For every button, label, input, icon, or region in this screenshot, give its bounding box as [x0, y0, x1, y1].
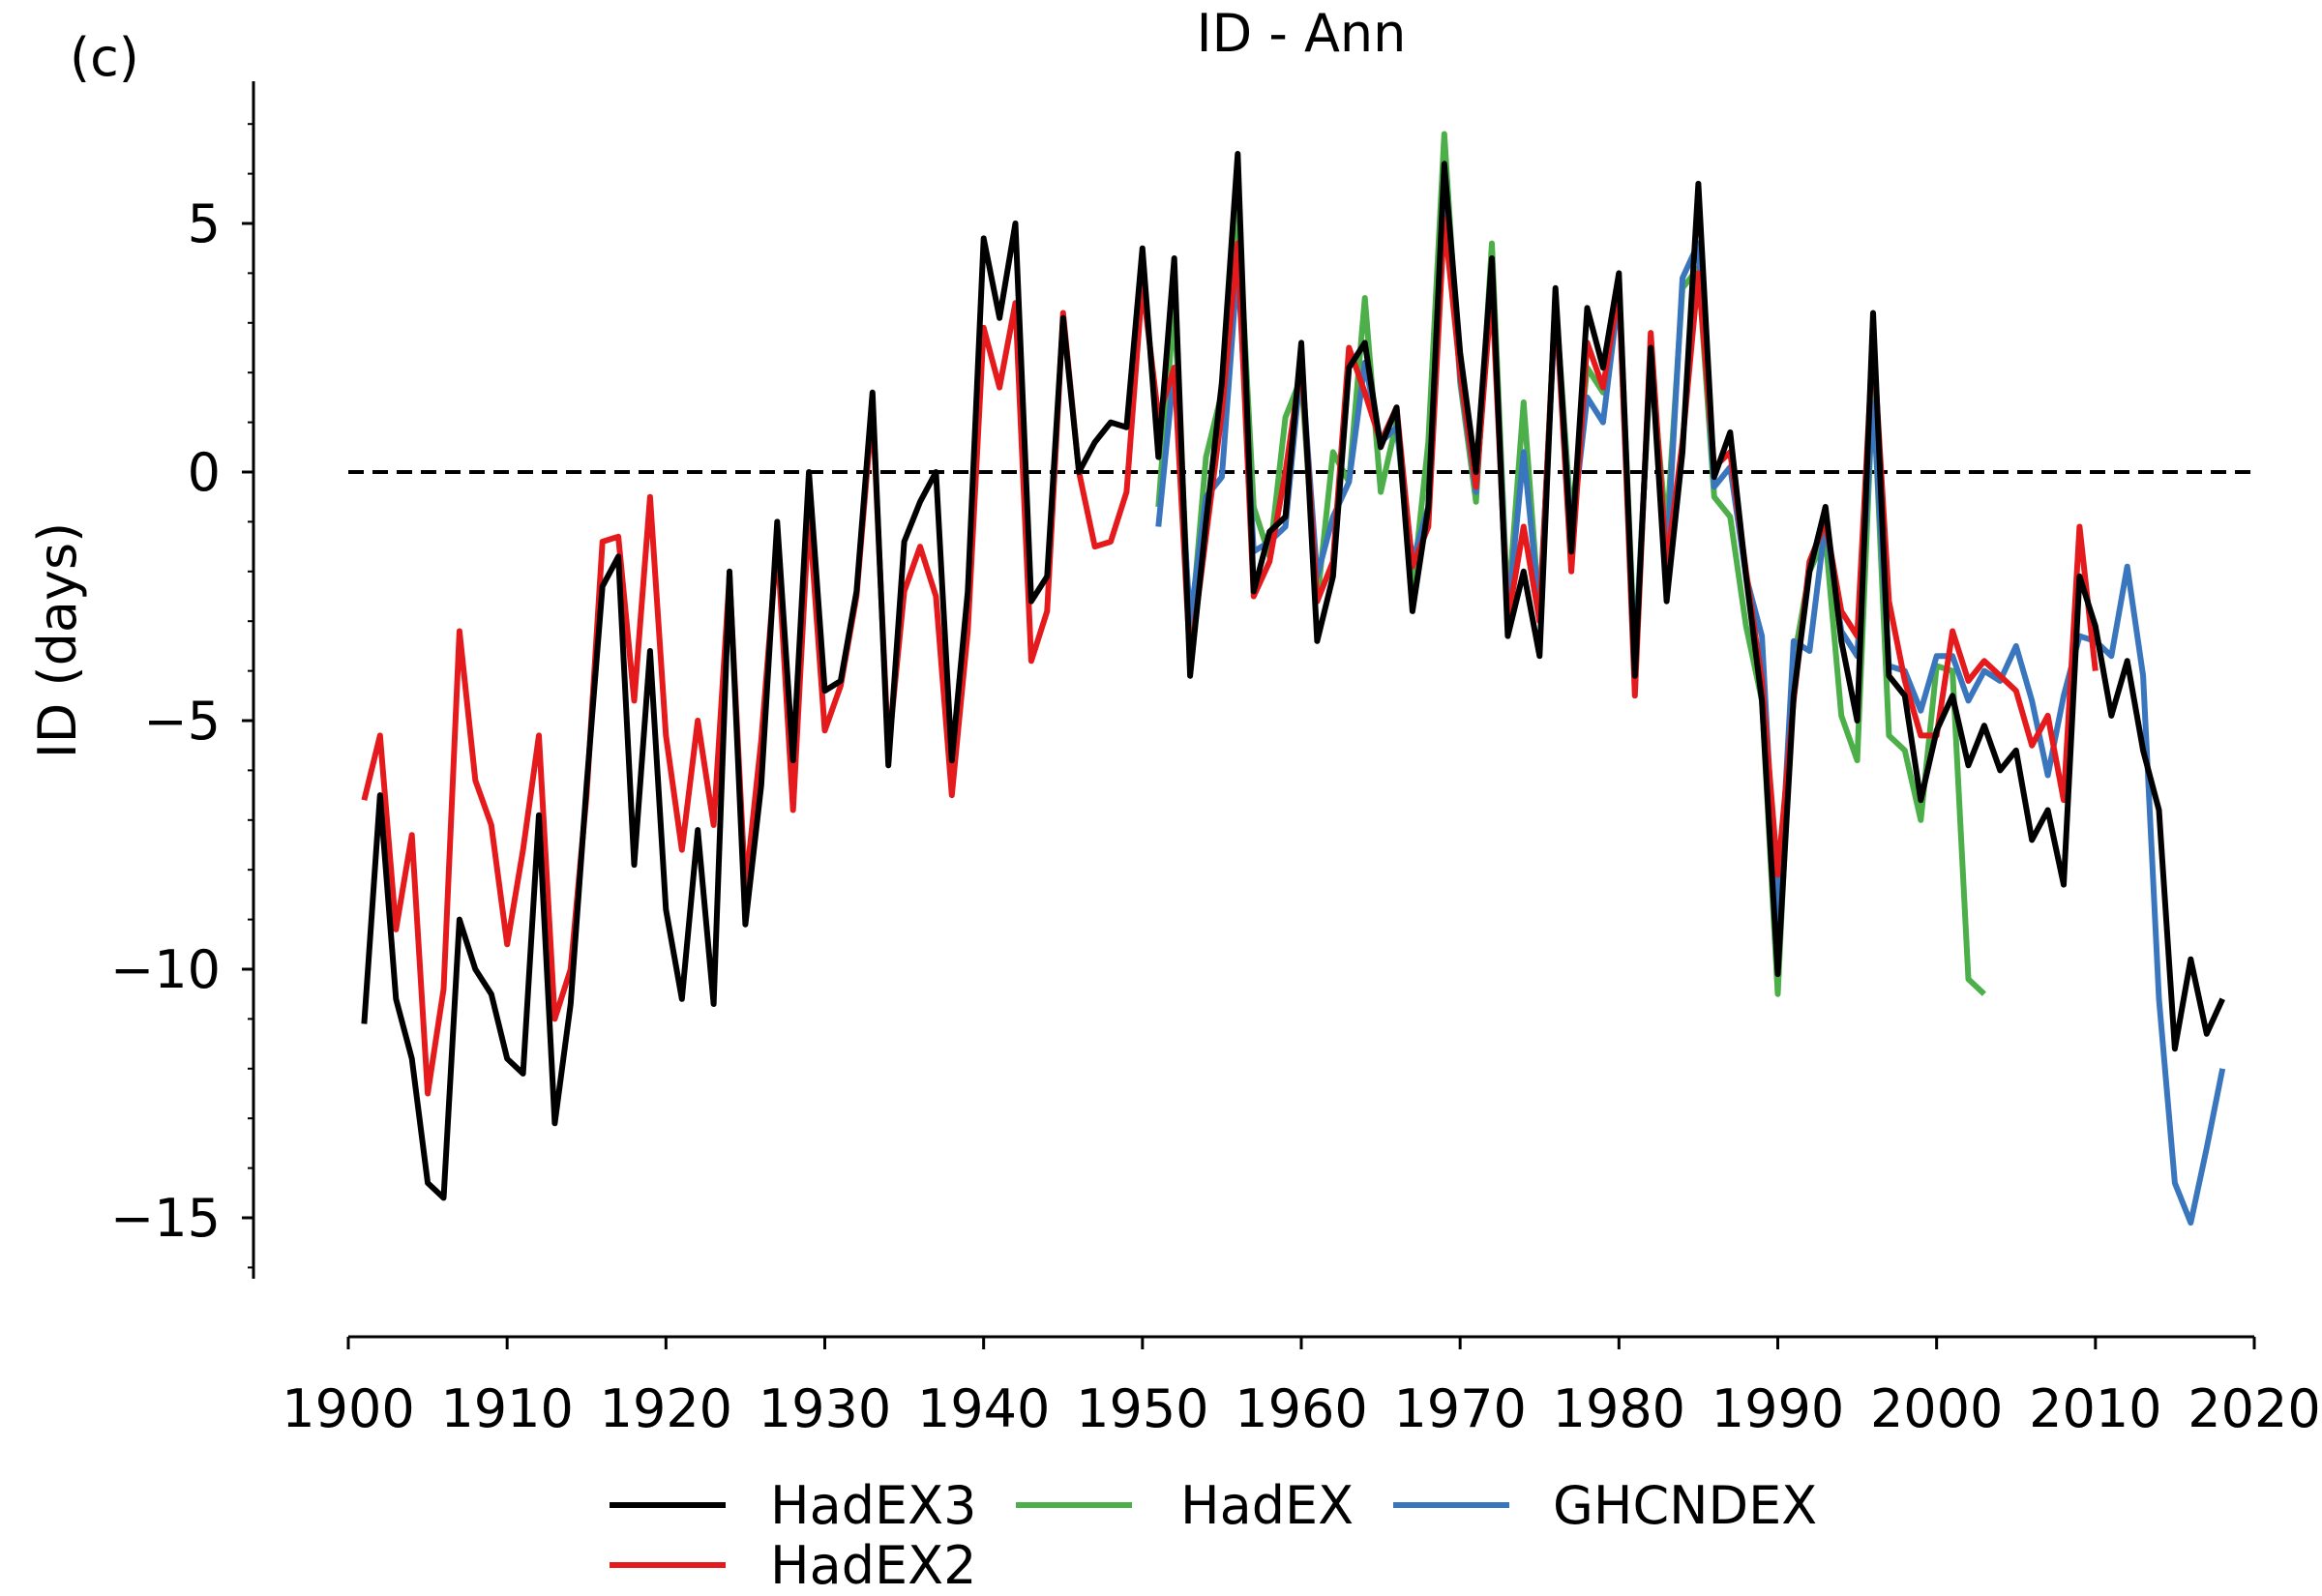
- legend-label-ghcndex: GHCNDEX: [1553, 1475, 1817, 1536]
- x-tick-label: 1920: [600, 1378, 732, 1439]
- legend-label-hadex2: HadEX2: [770, 1535, 976, 1596]
- series-line-hadex3: [361, 151, 2225, 1201]
- x-tick-label: 1980: [1553, 1378, 1685, 1439]
- panel-label: (c): [70, 27, 139, 88]
- x-tick-label: 2000: [1870, 1378, 2003, 1439]
- y-tick-label: −15: [110, 1188, 221, 1249]
- legend: HadEX3 HadEX GHCNDEX HadEX2: [610, 1475, 1817, 1596]
- x-tick-label: 2020: [2188, 1378, 2320, 1439]
- x-tick-label: 1930: [759, 1378, 891, 1439]
- legend-label-hadex: HadEX: [1180, 1475, 1354, 1536]
- plot-area: [348, 131, 2254, 1227]
- x-tick-label: 1990: [1712, 1378, 1844, 1439]
- y-tick-label: −5: [143, 691, 221, 752]
- x-tick-label: 1950: [1076, 1378, 1208, 1439]
- x-axis-ticks: 1900 1910 1920 1930 1940 1950 1960 1970 1980 1990…: [282, 1337, 2321, 1439]
- x-tick-label: 2010: [2029, 1378, 2161, 1439]
- x-tick-label: 1940: [917, 1378, 1050, 1439]
- y-tick-label: 0: [188, 442, 221, 503]
- chart-title: ID - Ann: [1197, 3, 1407, 64]
- x-tick-label: 1970: [1393, 1378, 1526, 1439]
- x-tick-label: 1910: [440, 1378, 573, 1439]
- y-axis-label: ID (days): [27, 522, 88, 758]
- x-tick-label: 1900: [282, 1378, 414, 1439]
- legend-label-hadex3: HadEX3: [770, 1475, 976, 1536]
- y-axis-ticks: 5 0 −5 −10 −15: [110, 123, 253, 1269]
- y-tick-label: −10: [110, 939, 221, 1000]
- x-tick-label: 1960: [1235, 1378, 1367, 1439]
- y-tick-label: 5: [188, 193, 221, 254]
